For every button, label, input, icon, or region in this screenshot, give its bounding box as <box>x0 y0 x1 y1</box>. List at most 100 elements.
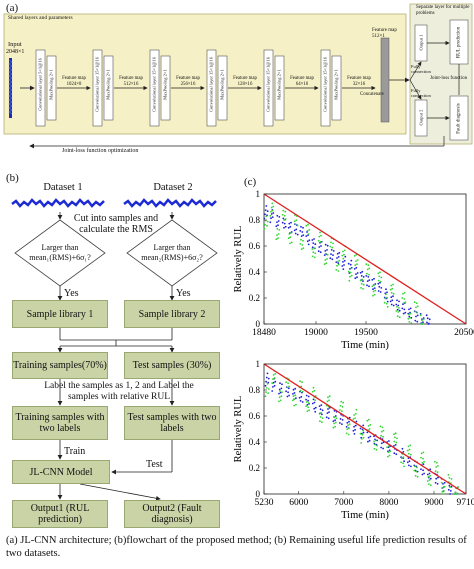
data-point <box>333 416 336 419</box>
data-point <box>278 400 280 403</box>
data-point <box>367 436 370 439</box>
data-point <box>383 301 386 304</box>
data-point <box>371 278 374 281</box>
data-point <box>299 400 302 402</box>
data-point <box>335 269 338 271</box>
maxpool-box <box>103 55 114 121</box>
data-point <box>312 242 315 244</box>
data-point <box>408 308 410 311</box>
data-point <box>265 205 268 207</box>
data-point <box>355 273 357 275</box>
data-point <box>306 403 309 406</box>
training-samples-box: Training samples(70%) <box>12 352 108 379</box>
data-point <box>278 388 281 391</box>
data-point <box>387 451 390 454</box>
data-point <box>317 250 320 253</box>
data-point <box>394 436 396 439</box>
data-point <box>336 257 338 259</box>
data-point <box>360 438 363 440</box>
data-point <box>317 239 320 242</box>
dataset-1-label: Dataset 1 <box>43 182 83 193</box>
data-point <box>311 248 314 250</box>
conv-layer-box <box>206 49 217 127</box>
data-point <box>264 213 266 216</box>
yes-1-label: Yes <box>64 288 79 299</box>
data-point <box>416 475 419 478</box>
data-point <box>337 262 340 265</box>
data-point <box>267 377 270 380</box>
data-point <box>288 385 290 388</box>
maxpool-box <box>331 55 342 121</box>
sample-library-2-box: Sample library 2 <box>124 300 220 328</box>
data-point <box>379 271 381 274</box>
test-samples-label: Test samples (30%) <box>132 360 212 371</box>
data-point <box>319 420 321 423</box>
conv-layer-label: Convolutional layer 15×1@16 <box>94 57 100 112</box>
data-point <box>369 423 372 426</box>
data-point <box>271 216 274 218</box>
data-point <box>332 254 334 256</box>
data-point <box>336 260 339 263</box>
data-point <box>265 215 268 218</box>
data-point <box>338 251 341 254</box>
data-point <box>380 276 383 279</box>
data-point <box>419 314 422 317</box>
data-point <box>334 419 336 422</box>
data-point <box>312 251 315 254</box>
data-point <box>398 316 401 319</box>
data-point <box>398 307 400 309</box>
data-point <box>300 395 303 398</box>
maxpool-label: MaxPooling 2×1 <box>333 69 339 100</box>
maxpool-label: MaxPooling 2×1 <box>276 69 282 100</box>
data-point <box>409 316 411 319</box>
data-point <box>349 263 352 266</box>
data-point <box>368 418 370 421</box>
feature-map-label: Feature map 256×16 <box>176 76 200 87</box>
data-point <box>305 398 307 401</box>
data-point <box>336 252 339 255</box>
conv-layer-label: Convolutional layer 15×1@16 <box>208 57 214 112</box>
data-point <box>342 261 344 263</box>
data-point <box>368 285 370 288</box>
data-point <box>386 446 389 449</box>
data-point <box>308 239 311 242</box>
data-point <box>422 321 424 324</box>
data-point <box>414 319 417 322</box>
data-point <box>277 233 280 235</box>
conv-layer-box <box>320 49 331 127</box>
data-point <box>288 222 291 225</box>
data-point <box>301 390 304 393</box>
data-point <box>366 431 369 434</box>
data-point <box>271 382 274 385</box>
data-point <box>329 245 332 248</box>
data-point <box>355 260 357 262</box>
feature-map-label: Feature map 1024×8 <box>62 76 86 87</box>
feature-map-final-label: Feature map 512×1 <box>372 28 397 39</box>
data-point <box>449 490 452 492</box>
data-point <box>347 424 349 426</box>
data-point <box>374 439 377 442</box>
data-point <box>311 255 314 258</box>
data-point <box>393 452 396 455</box>
data-point <box>320 412 323 414</box>
data-point <box>421 318 423 320</box>
conv-layer-label: Convolutional layer 15×1@16 <box>322 57 328 112</box>
data-point <box>272 212 275 214</box>
data-point <box>287 391 289 394</box>
figure-caption: (a) JL-CNN architecture; (b)flowchart of… <box>6 535 467 559</box>
data-point <box>389 300 392 303</box>
data-point <box>414 465 416 468</box>
data-point <box>287 237 290 240</box>
data-point <box>429 477 432 480</box>
data-point <box>301 231 304 233</box>
data-point <box>279 399 282 402</box>
data-point <box>281 391 283 393</box>
data-point <box>397 311 400 313</box>
reference-line <box>263 193 467 325</box>
data-point <box>275 225 278 228</box>
data-point <box>416 320 419 323</box>
data-point <box>295 228 298 231</box>
data-point <box>422 322 424 325</box>
data-point <box>355 266 358 269</box>
data-point <box>323 263 326 266</box>
